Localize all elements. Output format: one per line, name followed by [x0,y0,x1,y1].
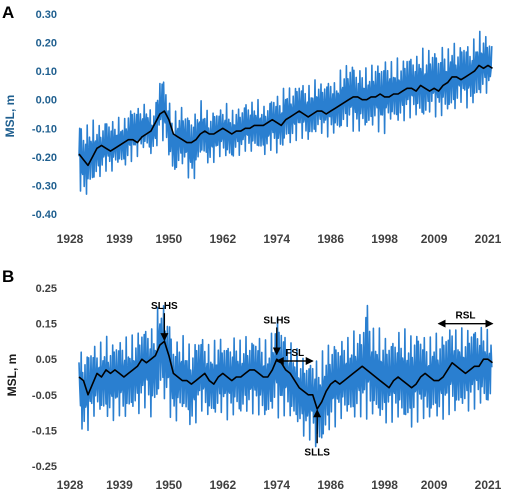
y-tick-label: -0.05 [32,390,57,402]
x-tick-label: 1928 [57,478,84,492]
x-tick-label: 1998 [371,478,398,492]
y-tick-label: -0.25 [32,461,57,473]
y-tick-label: -0.30 [32,180,57,192]
smoothed-msl-series-line [78,64,493,167]
panel-a: A MSL, m 0.30 0.20 0.10 0.00 -0.10 -0.20 -0.30… [2,3,502,246]
y-tick-label: -0.20 [32,152,57,164]
y-tick-label: 0.00 [36,95,57,107]
smoothed-msl-series-line [78,340,493,410]
y-tick-label: 0.05 [36,354,57,366]
panel-b-x-ticks: 1928 1939 1950 1962 1974 1986 1998 2009 2021 [57,478,502,492]
panel-a-plot-area [78,30,493,195]
annotation-label: FSL [285,348,304,359]
x-tick-label: 1974 [263,232,290,246]
panel-b-letter: B [2,267,14,286]
panel-b-y-axis-label: MSL, m [5,354,19,397]
x-tick-label: 1939 [106,232,133,246]
x-tick-label: 1950 [156,478,183,492]
annotation-label: SLHS [263,315,290,326]
annotation-label: RSL [456,311,476,322]
y-tick-label: -0.10 [32,123,57,135]
panel-b-y-ticks: 0.25 0.15 0.05 -0.05 -0.15 -0.25 [32,283,57,473]
x-tick-label: 2021 [475,478,502,492]
x-tick-label: 1974 [263,478,290,492]
monthly-msl-series-line [78,304,493,448]
x-tick-label: 1950 [156,232,183,246]
x-tick-label: 2009 [421,232,448,246]
panel-a-y-ticks: 0.30 0.20 0.10 0.00 -0.10 -0.20 -0.30 -0.40 [32,9,57,221]
monthly-msl-series-line [78,30,493,195]
annotation-label: SLHS [151,301,178,312]
x-tick-label: 2009 [421,478,448,492]
x-tick-label: 1962 [209,478,236,492]
panel-b: B MSL, m 0.25 0.15 0.05 -0.05 -0.15 -0.25 192… [2,267,502,492]
x-tick-label: 1939 [106,478,133,492]
y-tick-label: 0.10 [36,66,57,78]
x-tick-label: 2021 [475,232,502,246]
annotation-label: SLLS [304,447,330,458]
y-tick-label: 0.15 [36,319,57,331]
panel-b-annotations: SLHS SLHS FSL SLLS RSL [151,301,494,458]
x-tick-label: 1998 [371,232,398,246]
x-tick-label: 1928 [57,232,84,246]
x-tick-label: 1962 [209,232,236,246]
y-tick-label: 0.30 [36,9,57,21]
y-tick-label: -0.40 [32,209,57,221]
y-tick-label: 0.25 [36,283,57,295]
x-tick-label: 1986 [317,478,344,492]
y-tick-label: 0.20 [36,38,57,50]
x-tick-label: 1986 [317,232,344,246]
panel-a-y-axis-label: MSL, m [3,95,17,138]
panel-b-plot-area [78,304,493,448]
panel-a-letter: A [2,3,14,22]
panel-a-x-ticks: 1928 1939 1950 1962 1974 1986 1998 2009 2021 [57,232,502,246]
y-tick-label: -0.15 [32,425,57,437]
